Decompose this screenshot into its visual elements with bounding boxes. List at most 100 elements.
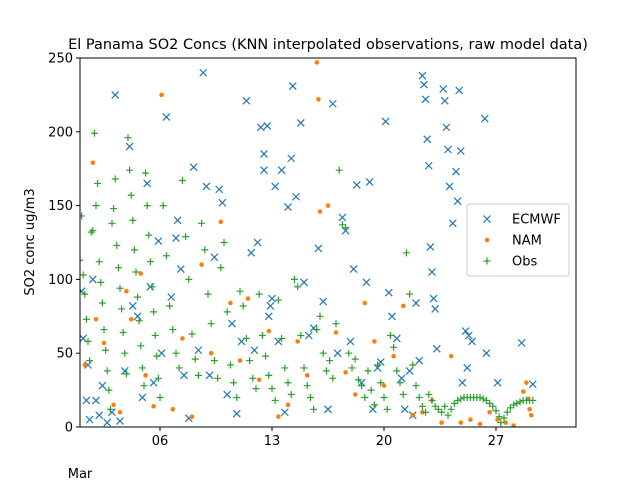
ecmwf-point <box>154 237 163 245</box>
obs-point <box>226 361 234 369</box>
obs-point <box>124 134 132 142</box>
ecmwf-point <box>314 244 323 253</box>
ecmwf-point <box>80 334 88 343</box>
nam-point <box>82 362 88 368</box>
ecmwf-point <box>428 268 436 276</box>
obs-point <box>142 169 150 177</box>
nam-point <box>528 412 534 418</box>
obs-point <box>121 349 129 357</box>
obs-point <box>90 129 98 137</box>
obs-point <box>86 357 94 365</box>
ecmwf-point <box>157 349 166 358</box>
obs-point <box>274 296 282 304</box>
ecmwf-point <box>242 96 251 105</box>
ecmwf-point <box>205 371 214 380</box>
obs-point <box>529 396 537 404</box>
nam-point <box>208 350 214 356</box>
ecmwf-point <box>384 288 393 297</box>
ecmwf-point <box>237 337 246 346</box>
ecmwf-point <box>271 182 280 191</box>
obs-point <box>81 290 89 298</box>
obs-point <box>396 379 404 387</box>
ecmwf-point <box>464 331 473 340</box>
nam-point <box>458 420 464 425</box>
nam-point <box>477 421 483 427</box>
ecmwf-point <box>324 405 332 414</box>
obs-point <box>249 374 257 382</box>
obs-point <box>516 398 524 406</box>
obs-point <box>386 331 394 339</box>
nam-point <box>128 316 134 322</box>
ecmwf-point <box>376 358 385 366</box>
ecmwf-point <box>256 123 265 132</box>
y-tick-label: 0 <box>65 421 73 436</box>
ecmwf-point <box>232 409 241 418</box>
ecmwf-point <box>284 203 292 212</box>
obs-point <box>166 302 174 310</box>
x-tick-label: 13 <box>264 434 281 449</box>
ecmwf-point <box>260 166 268 175</box>
ecmwf-point <box>95 411 104 420</box>
obs-point <box>513 399 521 407</box>
ecmwf-point <box>268 294 276 303</box>
nam-point <box>520 389 526 394</box>
obs-point <box>130 246 138 254</box>
nam-point <box>180 336 185 341</box>
ecmwf-point <box>264 312 273 321</box>
nam-point <box>317 209 323 214</box>
legend: ECMWF NAM Obs <box>466 203 570 277</box>
ecmwf-point <box>116 417 124 426</box>
obs-point <box>154 374 162 382</box>
obs-point <box>134 293 142 301</box>
obs-point <box>178 177 186 185</box>
ecmwf-point <box>444 145 452 154</box>
obs-point <box>489 402 497 410</box>
obs-point <box>143 202 151 210</box>
ecmwf-point <box>440 96 449 105</box>
obs-point <box>306 393 314 401</box>
nam-point <box>170 406 176 412</box>
ecmwf-point <box>458 378 467 387</box>
obs-point <box>106 405 114 413</box>
obs-point <box>294 283 302 291</box>
obs-point <box>434 405 442 413</box>
y-tick-label: 150 <box>48 199 73 214</box>
obs-point <box>348 364 356 372</box>
ecmwf-point <box>439 85 448 93</box>
ecmwf-point <box>82 396 91 405</box>
nam-point <box>314 60 320 65</box>
nam-point <box>218 219 224 225</box>
ecmwf-point <box>415 356 424 365</box>
obs-point <box>441 402 449 410</box>
nam-point <box>400 303 406 309</box>
obs-point <box>98 299 106 307</box>
obs-point <box>169 326 177 334</box>
obs-point <box>287 391 295 399</box>
obs-point <box>239 302 247 310</box>
nam-point <box>159 92 164 98</box>
obs-point <box>364 367 372 375</box>
ecmwf-point <box>528 380 537 389</box>
legend-marker-nam <box>484 237 490 243</box>
obs-point <box>80 256 84 264</box>
obs-point <box>406 290 414 298</box>
obs-point <box>377 379 385 387</box>
series-obs <box>80 129 537 427</box>
obs-point <box>290 275 298 283</box>
ecmwf-point <box>423 135 432 144</box>
obs-point <box>150 308 158 316</box>
obs-point <box>431 402 439 410</box>
obs-point <box>329 374 337 382</box>
obs-point <box>374 361 382 369</box>
ecmwf-point <box>482 349 491 358</box>
ecmwf-point <box>448 219 457 228</box>
nam-point <box>199 262 204 267</box>
nam-point <box>524 380 529 386</box>
obs-point <box>271 396 279 404</box>
ecmwf-point <box>453 197 462 206</box>
obs-point <box>380 393 388 401</box>
ecmwf-point <box>280 408 289 417</box>
ecmwf-point <box>228 319 236 328</box>
ecmwf-point <box>319 297 328 306</box>
